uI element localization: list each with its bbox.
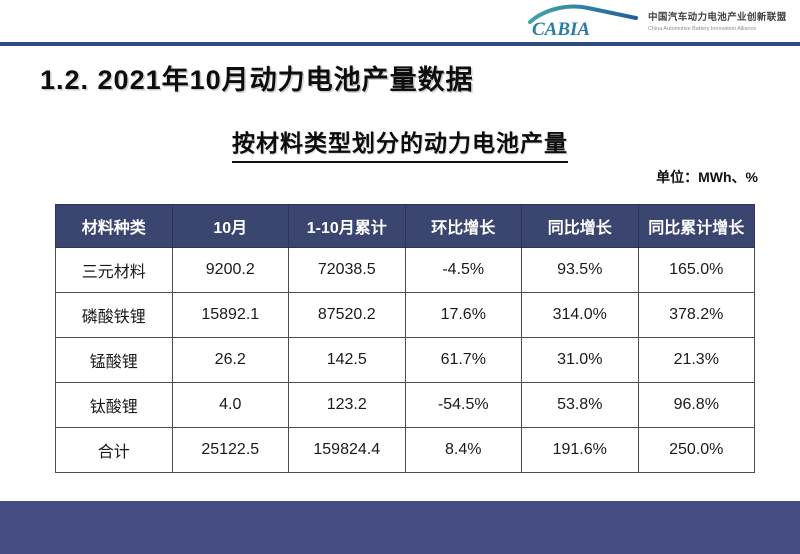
top-bar: CABIA 中国汽车动力电池产业创新联盟 China Automotive Ba… bbox=[0, 0, 800, 42]
cabia-logo: CABIA bbox=[524, 2, 640, 40]
row-label: 三元材料 bbox=[55, 247, 173, 293]
section-title: 1.2. 2021年10月动力电池产量数据 bbox=[40, 65, 474, 95]
table-cell: 123.2 bbox=[288, 382, 406, 428]
table-cell: 314.0% bbox=[521, 292, 639, 338]
table-cell: -54.5% bbox=[404, 382, 522, 428]
column-header: 10月 bbox=[171, 204, 289, 248]
row-label: 钛酸锂 bbox=[55, 382, 173, 428]
table-cell: 21.3% bbox=[637, 337, 755, 383]
table-cell: 250.0% bbox=[637, 427, 755, 473]
logo-swoosh-icon: CABIA bbox=[528, 4, 638, 40]
table-cell: 93.5% bbox=[521, 247, 639, 293]
table-cell: 17.6% bbox=[404, 292, 522, 338]
column-header: 环比增长 bbox=[404, 204, 522, 248]
column-header: 同比累计增长 bbox=[637, 204, 755, 248]
row-label: 锰酸锂 bbox=[55, 337, 173, 383]
table-cell: 87520.2 bbox=[288, 292, 406, 338]
table-cell: 191.6% bbox=[521, 427, 639, 473]
org-text-block: 中国汽车动力电池产业创新联盟 China Automotive Battery … bbox=[648, 9, 786, 33]
table-cell: 61.7% bbox=[404, 337, 522, 383]
table-cell: 96.8% bbox=[637, 382, 755, 428]
table-row: 磷酸铁锂 15892.1 87520.2 17.6% 314.0% 378.2% bbox=[55, 292, 755, 338]
unit-note: 单位：MWh、% bbox=[656, 169, 758, 185]
table-cell: 142.5 bbox=[288, 337, 406, 383]
table-title: 按材料类型划分的动力电池产量 bbox=[232, 124, 568, 163]
table-cell: 26.2 bbox=[171, 337, 289, 383]
logo-wordmark: CABIA bbox=[532, 19, 590, 40]
table-row: 三元材料 9200.2 72038.5 -4.5% 93.5% 165.0% bbox=[55, 247, 755, 293]
table-title-wrap: 按材料类型划分的动力电池产量 bbox=[0, 124, 800, 163]
column-header: 1-10月累计 bbox=[288, 204, 406, 248]
divider-line bbox=[0, 42, 800, 46]
table-cell: 8.4% bbox=[404, 427, 522, 473]
table-row: 钛酸锂 4.0 123.2 -54.5% 53.8% 96.8% bbox=[55, 382, 755, 428]
table-cell: 159824.4 bbox=[288, 427, 406, 473]
header-row: 材料种类 10月 1-10月累计 环比增长 同比增长 同比累计增长 bbox=[55, 204, 755, 248]
table-cell: 9200.2 bbox=[171, 247, 289, 293]
row-label: 合计 bbox=[55, 427, 173, 473]
org-name-zh: 中国汽车动力电池产业创新联盟 bbox=[648, 12, 787, 23]
table-row: 合计 25122.5 159824.4 8.4% 191.6% 250.0% bbox=[55, 427, 755, 473]
org-name-en: China Automotive Battery Innovation Alli… bbox=[648, 25, 757, 32]
footer-bar bbox=[0, 501, 800, 554]
table-cell: 4.0 bbox=[171, 382, 289, 428]
column-header: 材料种类 bbox=[55, 204, 173, 248]
table-cell: 15892.1 bbox=[171, 292, 289, 338]
table-cell: 25122.5 bbox=[171, 427, 289, 473]
table-body: 三元材料 9200.2 72038.5 -4.5% 93.5% 165.0% 磷… bbox=[55, 247, 755, 473]
table-cell: -4.5% bbox=[404, 247, 522, 293]
table-cell: 31.0% bbox=[521, 337, 639, 383]
table-cell: 165.0% bbox=[637, 247, 755, 293]
table-cell: 72038.5 bbox=[288, 247, 406, 293]
table-row: 锰酸锂 26.2 142.5 61.7% 31.0% 21.3% bbox=[55, 337, 755, 383]
table-cell: 53.8% bbox=[521, 382, 639, 428]
production-table: 材料种类 10月 1-10月累计 环比增长 同比增长 同比累计增长 三元材料 9… bbox=[55, 204, 755, 473]
table-cell: 378.2% bbox=[637, 292, 755, 338]
table-header: 材料种类 10月 1-10月累计 环比增长 同比增长 同比累计增长 bbox=[55, 204, 755, 248]
row-label: 磷酸铁锂 bbox=[55, 292, 173, 338]
column-header: 同比增长 bbox=[521, 204, 639, 248]
